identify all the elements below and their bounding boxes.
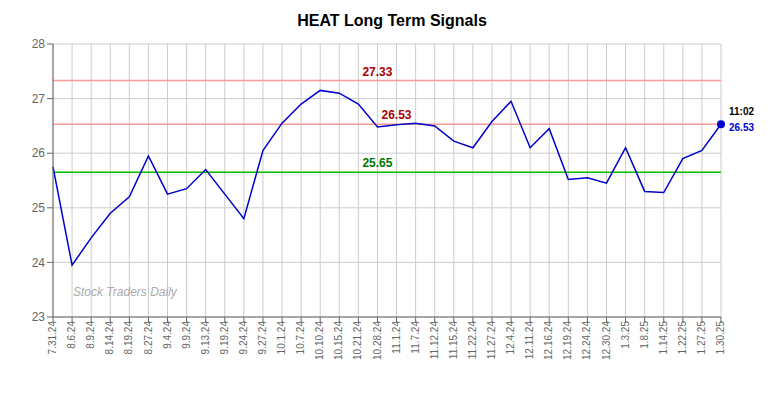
svg-text:25: 25 [32,201,46,215]
svg-text:10.28.24: 10.28.24 [372,321,383,360]
svg-text:26.53: 26.53 [382,108,412,122]
svg-text:12.16.24: 12.16.24 [543,321,554,360]
svg-text:8.19.24: 8.19.24 [123,321,134,355]
svg-text:28: 28 [32,37,46,51]
svg-text:10.10.24: 10.10.24 [314,321,325,360]
svg-text:27.33: 27.33 [362,65,392,79]
svg-text:10.21.24: 10.21.24 [352,321,363,360]
svg-text:12.24.24: 12.24.24 [582,321,593,360]
svg-text:1.8.25: 1.8.25 [639,321,650,349]
svg-text:7.31.24: 7.31.24 [47,321,58,355]
html-text:HEAT Long Term Signals: HEAT Long Term Signals [297,12,487,29]
svg-text:12.19.24: 12.19.24 [562,321,573,360]
svg-text:8.9.24: 8.9.24 [85,321,96,349]
svg-text:10.1.24: 10.1.24 [276,321,287,355]
svg-text:9.27.24: 9.27.24 [257,321,268,355]
svg-text:9.24.24: 9.24.24 [238,321,249,355]
svg-text:23: 23 [32,310,46,324]
svg-text:9.4.24: 9.4.24 [162,321,173,349]
svg-text:12.11.24: 12.11.24 [524,321,535,360]
svg-text:8.14.24: 8.14.24 [104,321,115,355]
html-text:Stock Traders Daily: Stock Traders Daily [73,285,177,299]
svg-text:11.7.24: 11.7.24 [410,321,421,354]
svg-text:9.13.24: 9.13.24 [200,321,211,355]
svg-text:12.4.24: 12.4.24 [505,321,516,355]
svg-text:25.65: 25.65 [362,156,392,170]
svg-text:26: 26 [32,146,46,160]
svg-text:26.53: 26.53 [729,122,754,133]
svg-text:10.7.24: 10.7.24 [295,321,306,355]
svg-text:8.27.24: 8.27.24 [143,321,154,355]
svg-text:9.9.24: 9.9.24 [181,321,192,349]
svg-text:1.14.25: 1.14.25 [658,321,669,355]
svg-text:1.27.25: 1.27.25 [696,321,707,355]
svg-text:1.30.25: 1.30.25 [715,321,726,355]
svg-text:12.30.24: 12.30.24 [601,321,612,360]
svg-text:9.19.24: 9.19.24 [219,321,230,355]
svg-text:8.6.24: 8.6.24 [66,321,77,349]
svg-text:11:02: 11:02 [729,106,754,117]
svg-text:11.15.24: 11.15.24 [448,321,459,360]
svg-text:1.22.25: 1.22.25 [677,321,688,355]
svg-text:24: 24 [32,256,46,270]
svg-text:11.12.24: 11.12.24 [429,321,440,360]
svg-text:11.1.24: 11.1.24 [391,321,402,354]
svg-text:11.22.24: 11.22.24 [467,321,478,360]
svg-text:1.3.25: 1.3.25 [620,321,631,349]
svg-text:10.15.24: 10.15.24 [333,321,344,360]
svg-text:27: 27 [32,92,46,106]
svg-text:11.27.24: 11.27.24 [486,321,497,360]
